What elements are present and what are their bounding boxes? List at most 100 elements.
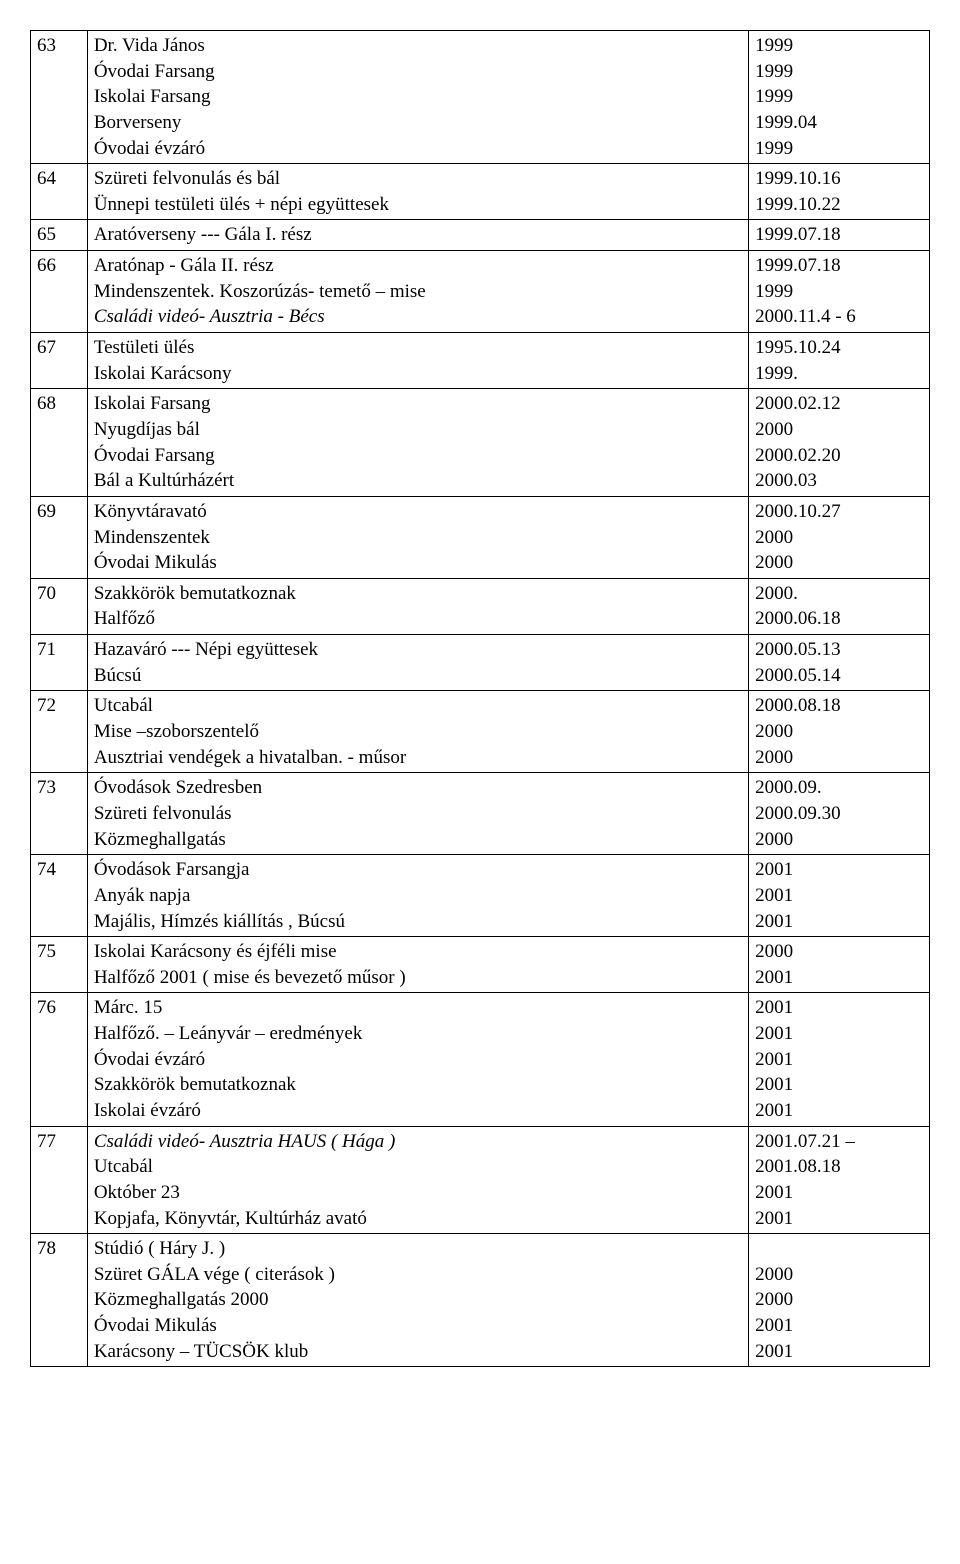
date-line: 2000.10.27 (755, 499, 923, 525)
date-line: 1999. (755, 361, 923, 387)
table-row: 64Szüreti felvonulás és bálÜnnepi testül… (31, 164, 930, 220)
table-row: 68Iskolai FarsangNyugdíjas bálÓvodai Far… (31, 389, 930, 497)
row-dates: 2000.02.1220002000.02.202000.03 (749, 389, 930, 497)
table-row: 75Iskolai Karácsony és éjféli miseHalfőz… (31, 937, 930, 993)
row-dates: 2000200020012001 (749, 1234, 930, 1367)
date-line: 2000 (755, 1287, 923, 1313)
date-line: 1999.04 (755, 110, 923, 136)
description-line: Iskolai évzáró (94, 1098, 742, 1124)
date-line: 1999.07.18 (755, 222, 923, 248)
description-line: Iskolai Karácsony és éjféli mise (94, 939, 742, 965)
table-row: 78Stúdió ( Háry J. )Szüret GÁLA vége ( c… (31, 1234, 930, 1367)
description-line: Óvodások Szedresben (94, 775, 742, 801)
row-dates: 2001.07.21 –2001.08.1820012001 (749, 1126, 930, 1234)
date-line: 2000.02.20 (755, 443, 923, 469)
description-line: Óvodai Mikulás (94, 1313, 742, 1339)
date-line: 2000 (755, 1262, 923, 1288)
date-line: 2000. (755, 581, 923, 607)
date-line: 2000.11.4 - 6 (755, 304, 923, 330)
row-dates: 2000.09.2000.09.302000 (749, 773, 930, 855)
row-dates: 1999199919991999.041999 (749, 31, 930, 164)
table-row: 74Óvodások FarsangjaAnyák napjaMajális, … (31, 855, 930, 937)
date-line: 1999.07.18 (755, 253, 923, 279)
date-line: 2001 (755, 857, 923, 883)
date-line: 2001 (755, 1047, 923, 1073)
row-index: 68 (31, 389, 88, 497)
description-line: Közmeghallgatás (94, 827, 742, 853)
description-line: Borverseny (94, 110, 742, 136)
description-line: Mise –szoborszentelő (94, 719, 742, 745)
row-description: Iskolai Karácsony és éjféli miseHalfőző … (87, 937, 748, 993)
row-index: 64 (31, 164, 88, 220)
date-line: 2001 (755, 965, 923, 991)
description-line: Halfőző (94, 606, 742, 632)
date-line: 2000 (755, 939, 923, 965)
row-description: Szüreti felvonulás és bálÜnnepi testület… (87, 164, 748, 220)
date-line: 2000 (755, 745, 923, 771)
date-line: 2000.03 (755, 468, 923, 494)
date-line: 2000.05.14 (755, 663, 923, 689)
date-line: 2000.09.30 (755, 801, 923, 827)
description-line: Hazaváró --- Népi együttesek (94, 637, 742, 663)
description-line: Halfőző. – Leányvár – eredmények (94, 1021, 742, 1047)
row-index: 74 (31, 855, 88, 937)
date-line: 2001 (755, 1021, 923, 1047)
row-description: Márc. 15Halfőző. – Leányvár – eredmények… (87, 993, 748, 1126)
row-dates: 2000.2000.06.18 (749, 578, 930, 634)
description-line: Szüreti felvonulás (94, 801, 742, 827)
date-line: 2001 (755, 909, 923, 935)
row-index: 71 (31, 635, 88, 691)
date-line: 1999.10.16 (755, 166, 923, 192)
description-line: Dr. Vida János (94, 33, 742, 59)
date-line: 2000.08.18 (755, 693, 923, 719)
row-description: Iskolai FarsangNyugdíjas bálÓvodai Farsa… (87, 389, 748, 497)
row-dates: 2000.10.2720002000 (749, 496, 930, 578)
date-line: 2000 (755, 525, 923, 551)
description-line: Szakkörök bemutatkoznak (94, 1072, 742, 1098)
description-line: Szakkörök bemutatkoznak (94, 581, 742, 607)
table-row: 63Dr. Vida JánosÓvodai FarsangIskolai Fa… (31, 31, 930, 164)
row-description: Stúdió ( Háry J. )Szüret GÁLA vége ( cit… (87, 1234, 748, 1367)
table-row: 76Márc. 15Halfőző. – Leányvár – eredmény… (31, 993, 930, 1126)
date-line: 2001.07.21 – (755, 1129, 923, 1155)
date-line: 2001 (755, 1180, 923, 1206)
row-dates: 2000.08.1820002000 (749, 691, 930, 773)
description-line: Aratónap - Gála II. rész (94, 253, 742, 279)
date-line: 2000.06.18 (755, 606, 923, 632)
table-row: 69KönyvtáravatóMindenszentekÓvodai Mikul… (31, 496, 930, 578)
row-dates: 1999.07.18 (749, 220, 930, 251)
date-line: 2001 (755, 1206, 923, 1232)
row-description: Dr. Vida JánosÓvodai FarsangIskolai Fars… (87, 31, 748, 164)
date-line: 1999 (755, 33, 923, 59)
records-table: 63Dr. Vida JánosÓvodai FarsangIskolai Fa… (30, 30, 930, 1367)
row-description: Aratónap - Gála II. részMindenszentek. K… (87, 251, 748, 333)
date-line: 2001 (755, 883, 923, 909)
row-index: 66 (31, 251, 88, 333)
row-description: Óvodások FarsangjaAnyák napjaMajális, Hí… (87, 855, 748, 937)
description-line: Kopjafa, Könyvtár, Kultúrház avató (94, 1206, 742, 1232)
description-line: Utcabál (94, 1154, 742, 1180)
description-line: Nyugdíjas bál (94, 417, 742, 443)
date-line: 1999 (755, 59, 923, 85)
date-line: 2001 (755, 1098, 923, 1124)
date-line: 2001 (755, 995, 923, 1021)
description-line: Utcabál (94, 693, 742, 719)
description-line: Halfőző 2001 ( mise és bevezető műsor ) (94, 965, 742, 991)
row-dates: 2000.05.132000.05.14 (749, 635, 930, 691)
description-line: Óvodai Farsang (94, 443, 742, 469)
table-row: 70Szakkörök bemutatkoznakHalfőző 2000.200… (31, 578, 930, 634)
description-line: Márc. 15 (94, 995, 742, 1021)
table-row: 67Testületi ülésIskolai Karácsony1995.10… (31, 333, 930, 389)
description-line: Közmeghallgatás 2000 (94, 1287, 742, 1313)
description-line: Óvodások Farsangja (94, 857, 742, 883)
row-description: Óvodások SzedresbenSzüreti felvonulásKöz… (87, 773, 748, 855)
description-line: Szüret GÁLA vége ( citerások ) (94, 1262, 742, 1288)
row-description: Aratóverseny --- Gála I. rész (87, 220, 748, 251)
date-line: 2000.02.12 (755, 391, 923, 417)
row-index: 70 (31, 578, 88, 634)
description-line: Mindenszentek. Koszorúzás- temető – mise (94, 279, 742, 305)
date-line: 2000 (755, 550, 923, 576)
row-dates: 1999.10.161999.10.22 (749, 164, 930, 220)
description-line: Iskolai Farsang (94, 391, 742, 417)
date-line: 2001 (755, 1339, 923, 1365)
